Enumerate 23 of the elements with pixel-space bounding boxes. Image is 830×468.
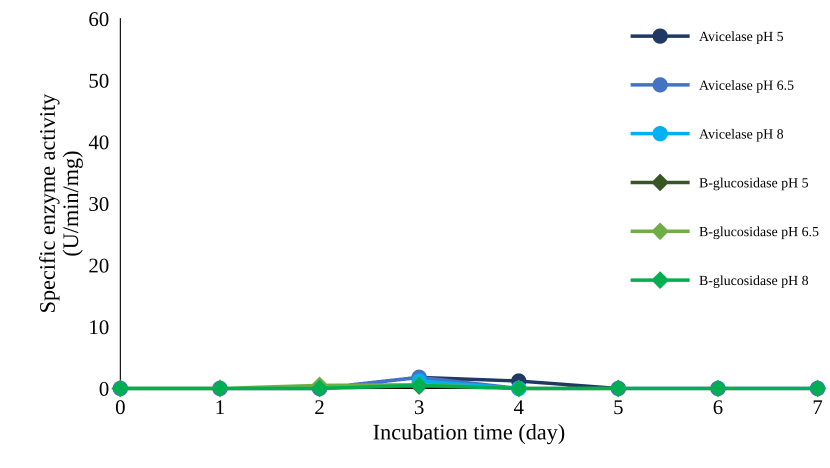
x-tick-label: 2 — [315, 400, 324, 414]
legend-label: B-glucosidase pH 8 — [699, 275, 808, 288]
legend-label: Avicelase pH 8 — [699, 128, 784, 142]
x-tick-label: 6 — [714, 400, 723, 414]
legend-label: Avicelase pH 6.5 — [699, 80, 794, 93]
y-tick-label: 30 — [89, 196, 108, 212]
y-tick-label: 0 — [100, 382, 108, 396]
legend-label: Avicelase pH 5 — [699, 31, 784, 44]
y-tick-label: 20 — [89, 258, 108, 273]
x-tick-label: 7 — [814, 400, 822, 414]
y-axis-title: Specific enzyme activity (U/min/mg) — [39, 94, 83, 312]
x-tick-label: 1 — [216, 400, 224, 414]
y-tick-label: 40 — [88, 135, 108, 150]
x-tick-label: 5 — [614, 400, 623, 414]
x-tick-label: 4 — [514, 400, 524, 414]
x-axis-title: Incubation time (day) — [373, 424, 564, 444]
y-tick-label: 60 — [89, 12, 108, 26]
y-tick-label: 10 — [90, 320, 108, 334]
x-tick-label: 3 — [414, 400, 424, 414]
x-tick-label: 0 — [116, 400, 125, 414]
y-tick-label: 50 — [90, 74, 108, 88]
legend-label: B-glucosidase pH 5 — [699, 178, 808, 190]
legend-label: B-glucosidase pH 6.5 — [699, 226, 818, 240]
